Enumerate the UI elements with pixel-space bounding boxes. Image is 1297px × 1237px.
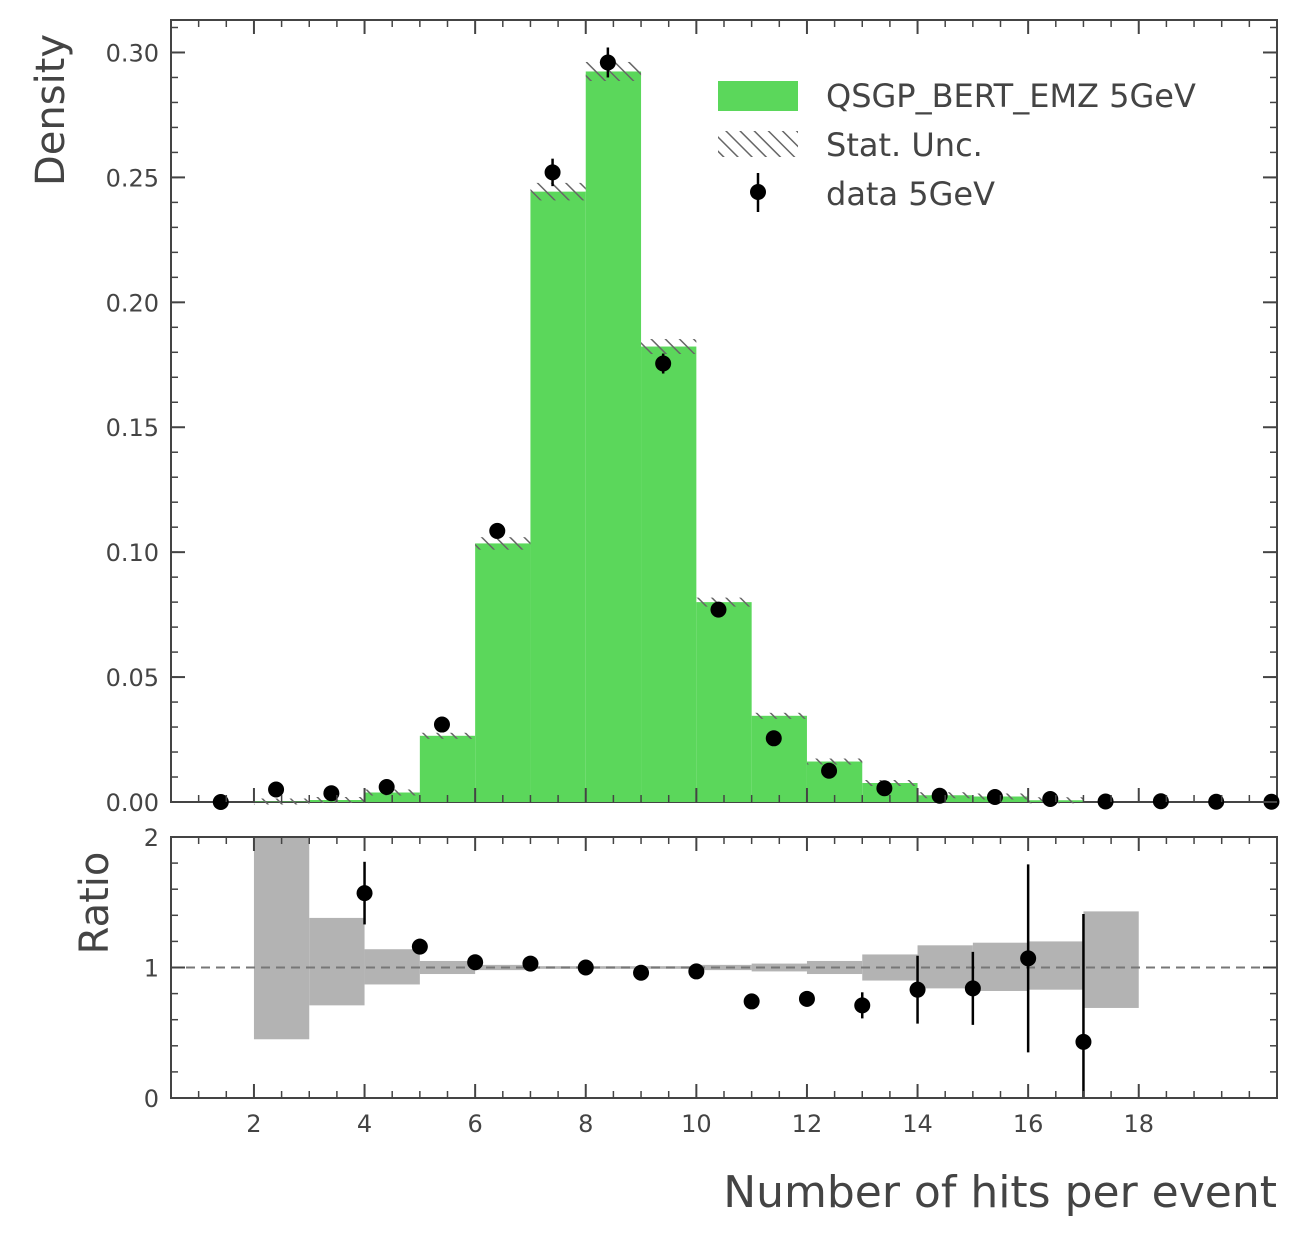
x-tick-label: 8 — [578, 1110, 593, 1138]
histogram-bar — [419, 735, 476, 802]
data-point — [655, 355, 672, 372]
x-tick-label: 4 — [357, 1110, 372, 1138]
data-point — [212, 794, 229, 810]
ratio-panel: 012 2 4 6 8 10 12 14 16 18 Ratio Number of hits … — [72, 824, 1278, 1218]
ratio-y-ticks: 0 1 2 — [144, 824, 1277, 1113]
x-axis-title: Number of hits per event — [723, 1167, 1277, 1218]
data-point — [1097, 793, 1114, 810]
x-tick-label: 14 — [902, 1110, 933, 1138]
ratio-point — [798, 990, 815, 1007]
main-y-tick-label: 0.05 — [106, 664, 159, 692]
ratio-point — [964, 980, 981, 997]
legend-label-data: data 5GeV — [826, 175, 995, 213]
data-point — [1042, 791, 1059, 808]
legend-label-stat-unc: Stat. Unc. — [826, 126, 983, 164]
data-point — [765, 730, 782, 747]
ratio-point — [522, 955, 539, 972]
histogram-bar — [641, 346, 697, 802]
ratio-x-ticks: 2 4 6 8 10 12 14 16 18 — [197, 837, 1251, 1138]
main-y-tick-label: 0.30 — [106, 39, 159, 67]
ratio-y-tick-label: 2 — [144, 824, 159, 852]
data-point — [986, 789, 1003, 806]
histogram-bars — [253, 71, 1084, 802]
histogram-bar — [696, 602, 752, 802]
ratio-band-bin — [1028, 941, 1084, 990]
legend-marker-data — [750, 184, 766, 200]
stat-unc-hatch — [696, 597, 752, 607]
data-points — [212, 47, 1280, 810]
stat-unc-hatch — [530, 182, 586, 201]
histogram-bar — [585, 71, 642, 802]
main-panel: 0.00 0.05 0.10 0.15 0.20 0.25 0.30 Density QSG… — [28, 19, 1280, 817]
main-y-tick-label: 0.15 — [106, 414, 159, 442]
legend-swatch-qsgp — [718, 81, 798, 111]
data-point — [378, 779, 395, 796]
data-point — [1208, 793, 1225, 810]
x-tick-label: 18 — [1123, 1110, 1154, 1138]
ratio-uncertainty-band — [253, 837, 1139, 1040]
ratio-points — [356, 861, 1092, 1098]
ratio-point — [411, 938, 428, 955]
ratio-point — [909, 981, 926, 998]
ratio-point — [688, 963, 705, 980]
histogram-bar — [751, 715, 807, 802]
stat-unc-hatch — [751, 712, 807, 719]
ratio-y-tick-label: 1 — [144, 955, 159, 983]
legend: QSGP_BERT_EMZ 5GeV Stat. Unc. data 5GeV — [718, 77, 1196, 213]
main-y-tick-label: 0.00 — [106, 789, 159, 817]
data-point — [821, 762, 838, 779]
main-x-ticks — [197, 20, 1251, 802]
ratio-point — [743, 993, 760, 1010]
stat-unc-hatch — [475, 537, 531, 550]
stat-unc-hatch — [806, 758, 863, 765]
data-point — [1152, 793, 1169, 810]
ratio-band-bin — [530, 966, 586, 969]
ratio-point — [356, 885, 373, 902]
x-tick-label: 12 — [792, 1110, 823, 1138]
legend-swatch-stat-unc — [718, 131, 798, 157]
main-y-tick-label: 0.10 — [106, 539, 159, 567]
ratio-band-bin — [1083, 911, 1139, 1008]
histogram-bar — [530, 191, 586, 802]
ratio-point — [1020, 950, 1037, 967]
ratio-point — [854, 997, 871, 1014]
x-tick-label: 2 — [246, 1110, 261, 1138]
y-axis-title-ratio: Ratio — [72, 852, 118, 955]
histogram-bar — [475, 543, 531, 802]
data-point — [433, 716, 450, 733]
x-tick-label: 10 — [681, 1110, 712, 1138]
legend-label-qsgp: QSGP_BERT_EMZ 5GeV — [826, 77, 1196, 115]
data-point — [876, 780, 893, 797]
ratio-band-bin — [696, 964, 752, 971]
main-y-tick-label: 0.25 — [106, 164, 159, 192]
ratio-point — [467, 954, 484, 971]
stat-unc-hatch — [641, 339, 697, 355]
main-y-ticks: 0.00 0.05 0.10 0.15 0.20 0.25 0.30 — [106, 26, 1277, 817]
ratio-band-bin — [253, 837, 310, 1040]
stat-unc-hatch — [585, 61, 642, 81]
ratio-point — [633, 964, 650, 981]
data-point — [544, 164, 561, 181]
data-point — [268, 781, 285, 798]
x-tick-label: 6 — [468, 1110, 483, 1138]
data-point — [599, 54, 616, 71]
y-axis-title-density: Density — [28, 34, 74, 186]
x-tick-label: 16 — [1013, 1110, 1044, 1138]
data-point — [931, 787, 948, 804]
ratio-point — [1075, 1033, 1092, 1050]
ratio-band-bin — [309, 917, 365, 1006]
data-point — [710, 601, 727, 618]
stat-unc-hatch — [419, 732, 476, 739]
ratio-y-tick-label: 0 — [144, 1085, 159, 1113]
data-point — [489, 522, 506, 539]
ratio-point — [577, 959, 594, 976]
main-y-tick-label: 0.20 — [106, 289, 159, 317]
data-point — [323, 785, 340, 802]
